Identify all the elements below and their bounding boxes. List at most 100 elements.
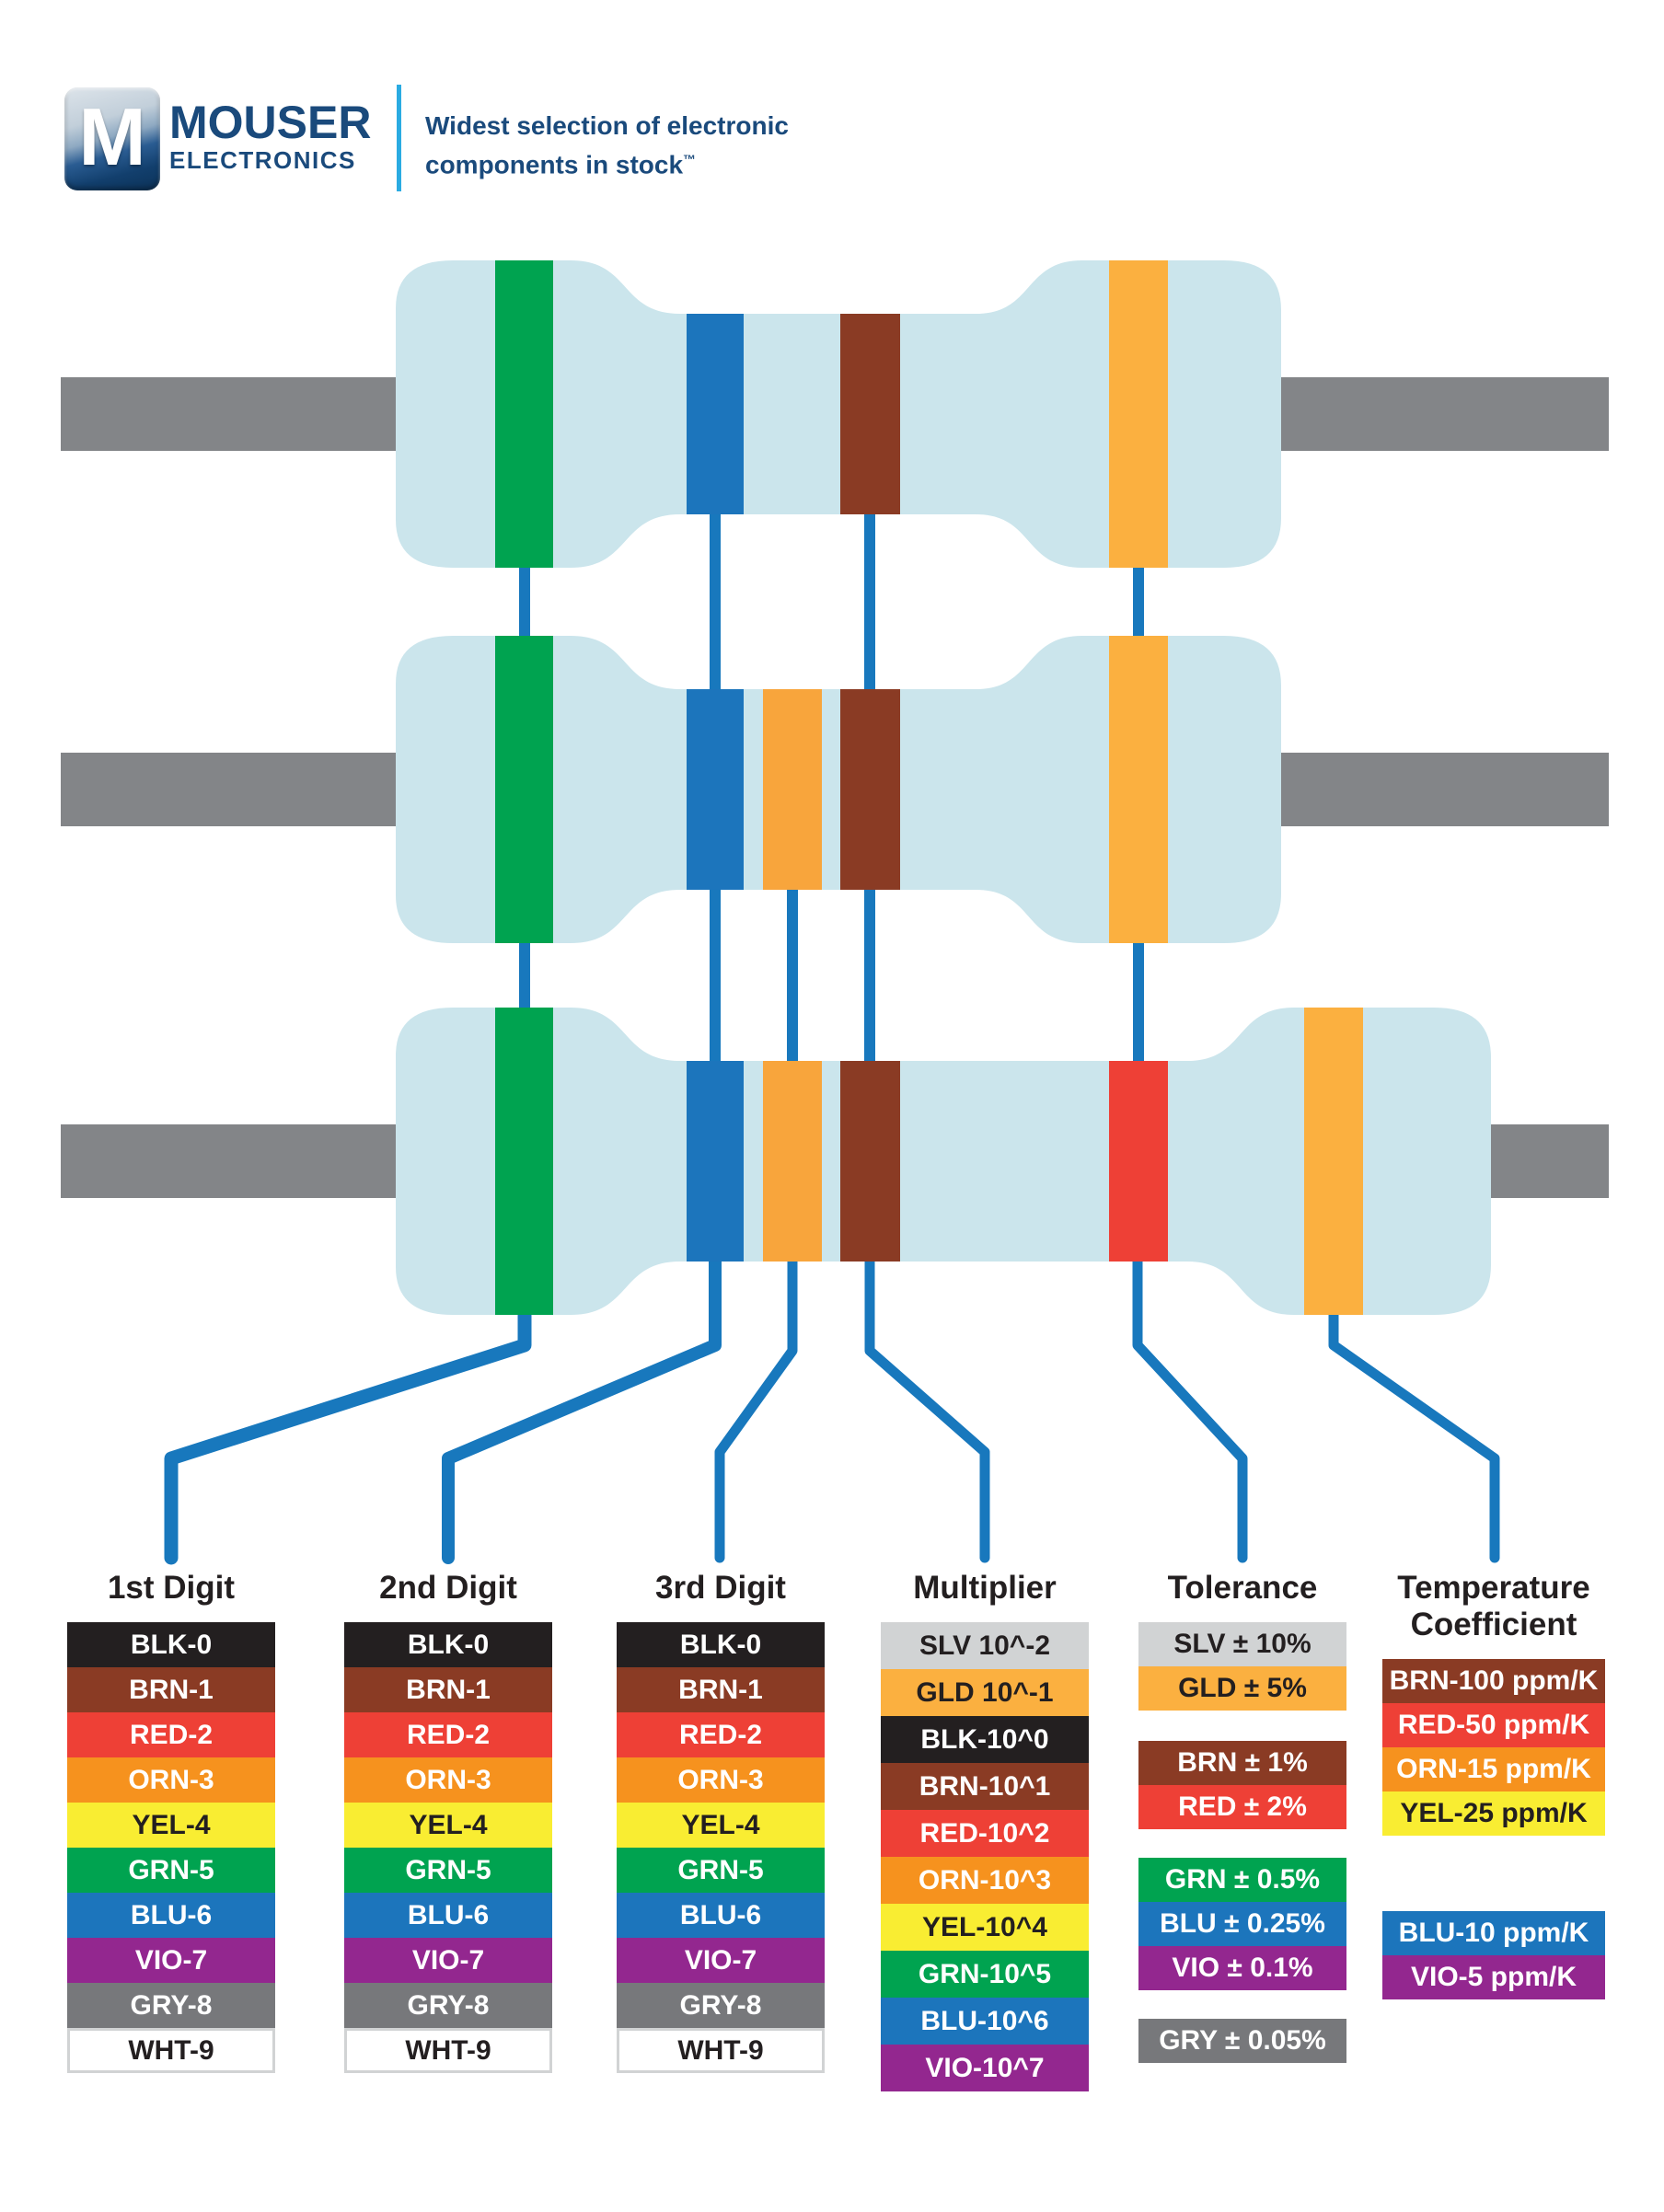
logo-text: MOUSER ELECTRONICS (169, 97, 372, 175)
legend-item-label: WHT-9 (128, 2034, 214, 2066)
legend-item-label: WHT-9 (405, 2034, 491, 2066)
legend-item-label: RED-50 ppm/K (1397, 1710, 1590, 1740)
legend-item-label: BLK-10^0 (920, 1723, 1049, 1755)
resistor-4band (61, 260, 1609, 568)
legend-item-label: VIO-7 (411, 1944, 485, 1976)
legend-item-label: GLD ± 5% (1178, 1673, 1307, 1703)
brand-subname: ELECTRONICS (169, 146, 356, 174)
legend-column-temp-coefficient: Temperature Coefficient BRN-100 ppm/K RED… (1382, 1570, 1605, 1999)
legend-item-BLK-0: BLK-0 (344, 1622, 552, 1667)
brand-name: MOUSER (169, 97, 372, 148)
resistor-4band-band-tolerance (1109, 260, 1168, 568)
resistor-6band-body (396, 1008, 1491, 1315)
resistor-4band-body (396, 260, 1281, 568)
resistor-5band-lead-left (61, 753, 399, 826)
resistor-5band-lead-right (1277, 753, 1609, 826)
legend-item-VIO-7: VIO-7 (67, 1938, 275, 1983)
legend-item-label: GRN-10^5 (918, 1958, 1052, 1989)
legend-item-label: BRN-100 ppm/K (1389, 1665, 1599, 1696)
legend-item-WHT-9: WHT-9 (67, 2028, 275, 2073)
brand-divider (397, 85, 401, 191)
legend-column-2nd-digit: 2nd Digit BLK-0 BRN-1 RED-2 ORN-3 YEL-4 GRN-5… (344, 1570, 552, 2073)
legend-item-RED-2: RED-2 (67, 1712, 275, 1757)
legend-items-2nd-digit: BLK-0 BRN-1 RED-2 ORN-3 YEL-4 GRN-5 BLU-6 VIO-7… (344, 1622, 552, 2073)
legend-item-label: BRN-1 (129, 1674, 214, 1705)
legend-item-YEL-4: YEL-4 (344, 1803, 552, 1848)
legend-item-BRN-100-ppm-K: BRN-100 ppm/K (1382, 1659, 1605, 1703)
legend-item-label: GRY-8 (679, 1989, 762, 2021)
legend-item-BLK-0: BLK-0 (617, 1622, 825, 1667)
mouser-logo-icon: M (64, 87, 160, 190)
legend-item-RED-2: RED-2 (617, 1712, 825, 1757)
legend-title-2nd-digit: 2nd Digit (379, 1570, 517, 1606)
legend-item-label: RED-2 (678, 1719, 762, 1750)
legend-title-tolerance: Tolerance (1167, 1570, 1318, 1606)
legend-item-label: WHT-9 (677, 2034, 764, 2066)
legend-item-label: YEL-4 (132, 1809, 211, 1840)
resistor-4band-lead-left (61, 377, 399, 451)
legend-item-ORN-15-ppm-K: ORN-15 ppm/K (1382, 1747, 1605, 1791)
pointer-temp-coefficient (1328, 1296, 1500, 1563)
legend-item-label: BRN ± 1% (1177, 1747, 1308, 1778)
legend-column-3rd-digit: 3rd Digit BLK-0 BRN-1 RED-2 ORN-3 YEL-4 GRN-5… (617, 1570, 825, 2073)
resistor-6band-lead-left (61, 1124, 399, 1198)
legend-item-VIO-10-7: VIO-10^7 (881, 2045, 1089, 2091)
legend-item-label: RED-10^2 (919, 1817, 1050, 1849)
legend-item-BLU-6: BLU-6 (617, 1893, 825, 1938)
legend-item-VIO-0-1-: VIO ± 0.1% (1138, 1946, 1346, 1990)
legend-item-WHT-9: WHT-9 (344, 2028, 552, 2073)
legend-column-multiplier: Multiplier SLV 10^-2 GLD 10^-1 BLK-10^0 BRN… (881, 1570, 1089, 2091)
legend-items-tolerance: SLV ± 10% GLD ± 5% BRN ± 1% RED ± 2% GRN ± 0… (1138, 1622, 1346, 2063)
legend-item-label: GRN-5 (677, 1854, 764, 1885)
resistor-6band-band-1st-digit (495, 1008, 553, 1315)
legend-item-label: BLK-0 (407, 1629, 490, 1660)
legend-title-3rd-digit: 3rd Digit (655, 1570, 786, 1606)
legend-item-RED-2-: RED ± 2% (1138, 1785, 1346, 1829)
legend-item-RED-10-2: RED-10^2 (881, 1810, 1089, 1857)
resistor-6band-lead-right (1487, 1124, 1609, 1198)
legend-item-GRY-8: GRY-8 (67, 1983, 275, 2028)
legend-title-1st-digit: 1st Digit (107, 1570, 236, 1606)
resistor-5band-band-tolerance (1109, 636, 1168, 943)
legend-item-BLU-10-ppm-K: BLU-10 ppm/K (1382, 1911, 1605, 1955)
legend-item-GRY-8: GRY-8 (344, 1983, 552, 2028)
legend-title-temp-coefficient: Temperature Coefficient (1397, 1570, 1590, 1642)
legend-item-label: BLU-10^6 (920, 2005, 1049, 2036)
legend-item-YEL-10-4: YEL-10^4 (881, 1904, 1089, 1951)
legend-item-BRN-1-: BRN ± 1% (1138, 1741, 1346, 1785)
legend-item-GRY-0-05-: GRY ± 0.05% (1138, 2019, 1346, 2063)
legend-item-ORN-3: ORN-3 (67, 1757, 275, 1803)
legend-item-BRN-1: BRN-1 (67, 1667, 275, 1712)
legend-item-label: YEL-10^4 (922, 1911, 1047, 1942)
legend-item-label: BLK-0 (130, 1629, 213, 1660)
legend-item-RED-2: RED-2 (344, 1712, 552, 1757)
tagline-line1: Widest selection of electronic (425, 111, 789, 140)
legend-item-ORN-3: ORN-3 (344, 1757, 552, 1803)
legend-item-GRN-0-5-: GRN ± 0.5% (1138, 1858, 1346, 1902)
legend-item-label: BLU ± 0.25% (1160, 1908, 1325, 1939)
legend-item-label: GRN ± 0.5% (1164, 1864, 1321, 1895)
legend-item-label: GRY-8 (130, 1989, 213, 2021)
legend-item-YEL-4: YEL-4 (67, 1803, 275, 1848)
resistor-4band-band-1st-digit (495, 260, 553, 568)
legend-item-GRN-5: GRN-5 (67, 1848, 275, 1893)
legend-column-tolerance: Tolerance SLV ± 10% GLD ± 5% BRN ± 1% RED ±… (1138, 1570, 1346, 2063)
legend-item-label: GRN-5 (405, 1854, 491, 1885)
legend-item-label: SLV ± 10% (1173, 1629, 1312, 1659)
resistor-5band-body (396, 636, 1281, 943)
legend-item-GRN-5: GRN-5 (344, 1848, 552, 1893)
legend-item-WHT-9: WHT-9 (617, 2028, 825, 2073)
legend-item-label: ORN-3 (677, 1764, 764, 1795)
legend-item-BLU-10-6: BLU-10^6 (881, 1998, 1089, 2045)
resistor-4band-lead-right (1277, 377, 1609, 451)
legend-item-BRN-10-1: BRN-10^1 (881, 1763, 1089, 1810)
brand-header: M MOUSER ELECTRONICS Widest selection of… (0, 0, 1664, 221)
legend-item-SLV-10-2: SLV 10^-2 (881, 1622, 1089, 1669)
legend-item-BLK-10-0: BLK-10^0 (881, 1716, 1089, 1763)
legend-item-label: YEL-4 (681, 1809, 760, 1840)
trademark-symbol: ™ (683, 152, 697, 167)
legend-item-label: GRY-8 (407, 1989, 490, 2021)
legend-item-label: RED-2 (406, 1719, 490, 1750)
resistor-5band (61, 636, 1609, 943)
